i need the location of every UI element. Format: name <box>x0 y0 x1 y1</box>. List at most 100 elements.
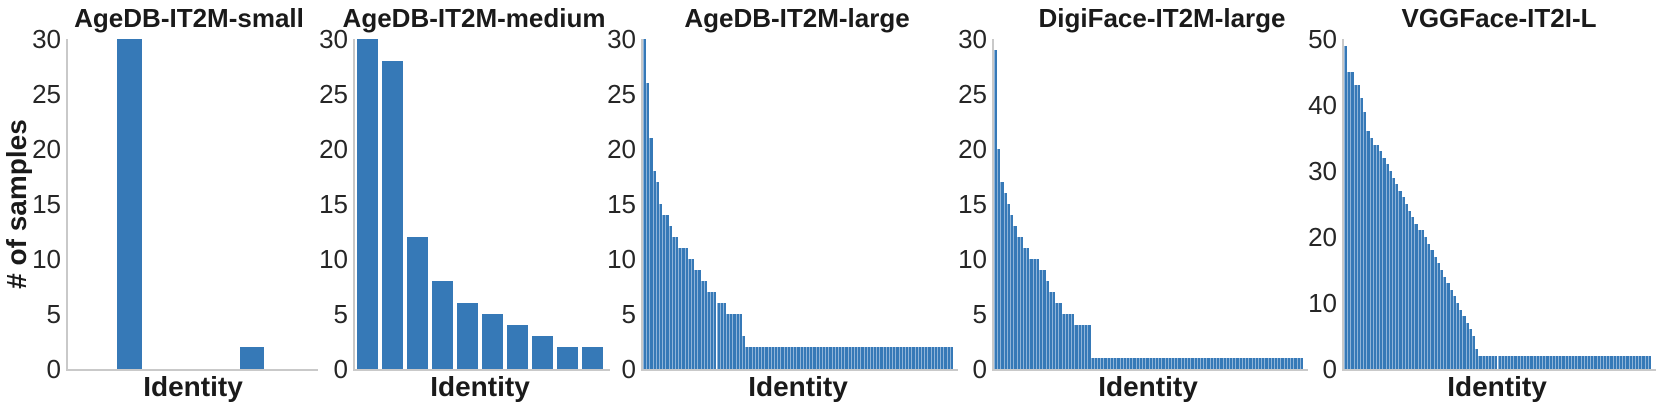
bar <box>1427 243 1431 369</box>
bar <box>1366 131 1370 369</box>
bar <box>790 347 794 369</box>
bar <box>1241 358 1246 369</box>
bar <box>1132 358 1136 369</box>
bar <box>738 314 743 369</box>
bar <box>815 347 819 369</box>
y-tick-label: 30 <box>1308 156 1337 186</box>
bar <box>1347 72 1351 369</box>
y-tick-label: 20 <box>319 134 348 164</box>
bar <box>1026 248 1030 369</box>
y-tick-label: 0 <box>1322 354 1337 384</box>
y-tick-label: 25 <box>958 79 987 109</box>
bar <box>761 347 765 369</box>
y-axis-spine <box>992 39 994 369</box>
y-tick-label: 10 <box>32 244 61 274</box>
bar <box>1071 314 1075 369</box>
bar <box>1187 358 1191 369</box>
bar <box>758 347 762 369</box>
bar <box>1615 355 1619 369</box>
bar <box>1382 157 1386 369</box>
bar <box>1417 230 1421 369</box>
y-tick-label: 0 <box>333 354 348 384</box>
bar <box>1641 355 1645 369</box>
bar <box>866 347 870 369</box>
bar <box>853 347 858 369</box>
bar <box>767 347 771 369</box>
bar <box>1356 85 1360 369</box>
bar <box>1257 358 1262 369</box>
bar <box>1048 292 1052 369</box>
bar <box>940 347 944 369</box>
bar <box>655 182 659 369</box>
bar <box>1100 358 1104 369</box>
bar <box>1449 289 1453 369</box>
bar <box>1264 358 1268 369</box>
bar <box>1571 355 1575 369</box>
x-axis-label: Identity <box>1447 371 1547 402</box>
bar <box>850 347 854 369</box>
bar <box>1286 358 1291 369</box>
bar <box>860 347 864 369</box>
bar <box>1459 309 1463 369</box>
bar <box>1055 303 1059 369</box>
bar <box>697 270 701 369</box>
bar <box>1407 210 1412 369</box>
y-tick-label: 20 <box>32 134 61 164</box>
bar <box>1283 358 1287 369</box>
bar <box>1261 358 1265 369</box>
bar <box>812 347 816 369</box>
bar <box>1061 314 1065 369</box>
x-axis-spine <box>992 369 1308 371</box>
y-tick-label: 5 <box>46 299 61 329</box>
bar <box>1507 355 1511 369</box>
bar <box>1212 358 1217 369</box>
bar <box>668 226 672 369</box>
bar <box>1359 98 1364 369</box>
bar <box>1439 270 1444 369</box>
bar <box>532 336 553 369</box>
bar <box>1523 355 1527 369</box>
y-tick-label: 20 <box>607 134 636 164</box>
bar <box>1491 355 1495 369</box>
y-tick-label: 25 <box>32 79 61 109</box>
y-tick-label: 5 <box>621 299 636 329</box>
bar <box>1487 355 1492 369</box>
bar <box>777 347 781 369</box>
bar <box>687 259 691 369</box>
y-tick-label: 15 <box>958 189 987 219</box>
bar <box>873 347 877 369</box>
bar <box>432 281 453 369</box>
y-tick-label: 25 <box>607 79 636 109</box>
bar <box>924 347 928 369</box>
bar <box>943 347 947 369</box>
bar <box>507 325 528 369</box>
chart-title: AgeDB-IT2M-small <box>74 3 304 33</box>
bar <box>869 347 874 369</box>
bar <box>1183 358 1188 369</box>
x-axis-label: Identity <box>430 371 530 402</box>
bar <box>1606 355 1610 369</box>
x-axis-spine <box>1342 369 1656 371</box>
y-tick-label: 0 <box>46 354 61 384</box>
y-tick-label: 30 <box>958 24 987 54</box>
bar <box>649 138 653 369</box>
bar <box>1080 325 1085 369</box>
bar <box>917 347 922 369</box>
y-tick-label: 50 <box>1308 24 1337 54</box>
y-axis-spine <box>1342 39 1344 369</box>
y-axis-spine <box>641 39 643 369</box>
bar <box>1016 237 1020 369</box>
y-tick-label: 40 <box>1308 90 1337 120</box>
bar <box>1145 358 1149 369</box>
bar <box>703 281 707 369</box>
bar <box>1644 355 1648 369</box>
bar <box>1161 358 1165 369</box>
bar <box>1548 355 1552 369</box>
bar <box>825 347 829 369</box>
bar <box>1222 358 1226 369</box>
bar <box>1638 355 1642 369</box>
bar <box>1391 177 1396 369</box>
